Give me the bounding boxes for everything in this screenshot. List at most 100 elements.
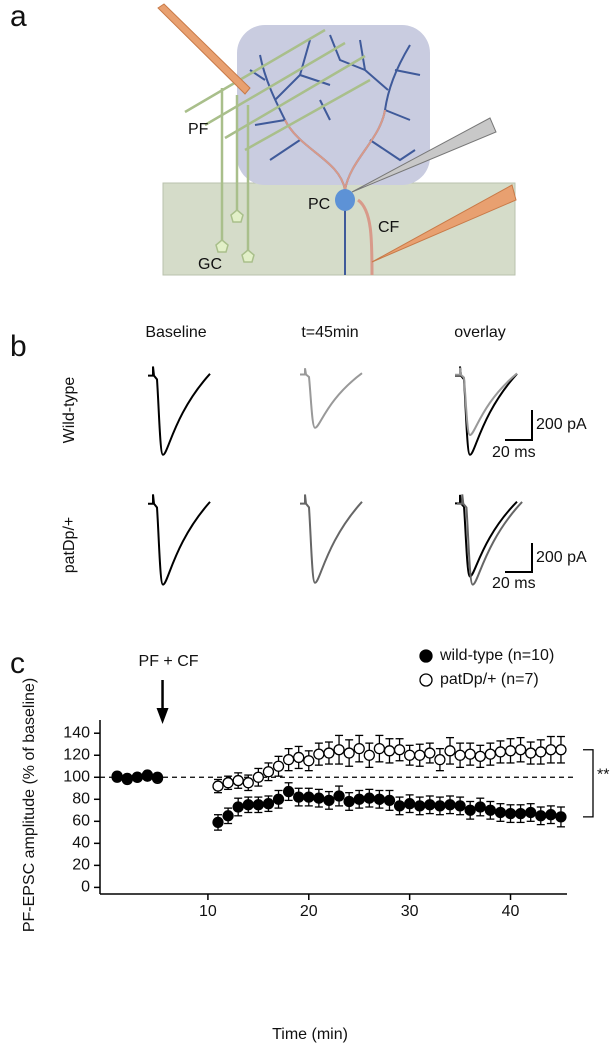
point xyxy=(343,747,355,759)
y-tick-label: 40 xyxy=(72,835,90,852)
point xyxy=(313,748,325,760)
point xyxy=(282,753,295,766)
point xyxy=(494,746,507,758)
trace xyxy=(299,367,363,429)
point xyxy=(212,780,224,792)
legend-label: wild-type (n=10) xyxy=(439,647,554,664)
point xyxy=(303,755,315,767)
trace xyxy=(147,493,211,586)
point xyxy=(293,791,305,803)
shape xyxy=(269,99,416,162)
point xyxy=(303,791,315,803)
parallel-fibers xyxy=(184,28,371,255)
shape xyxy=(230,209,244,223)
row-label: Wild-type xyxy=(61,377,78,444)
point xyxy=(262,766,275,778)
shape xyxy=(204,41,346,127)
point xyxy=(252,771,265,783)
purkinje-soma xyxy=(335,189,355,211)
y-tick-label: 80 xyxy=(72,791,90,808)
shape xyxy=(244,78,371,152)
annotation: PF + CF xyxy=(139,653,199,670)
point xyxy=(373,742,386,755)
legend-marker xyxy=(419,673,433,687)
y-tick-label: 0 xyxy=(81,879,90,896)
point xyxy=(545,809,557,821)
point xyxy=(272,760,285,772)
point xyxy=(121,772,133,785)
y-tick-label: 60 xyxy=(72,813,90,830)
scale-bar xyxy=(505,543,533,573)
trace xyxy=(147,365,211,456)
point xyxy=(111,770,123,782)
point xyxy=(222,777,234,789)
scale-label: 20 ms xyxy=(492,444,536,461)
y-tick-label: 100 xyxy=(63,768,90,785)
recording-pipette xyxy=(351,117,497,193)
point xyxy=(323,794,335,807)
point xyxy=(535,810,547,822)
y-tick-label: 140 xyxy=(63,724,90,741)
point xyxy=(474,801,486,813)
shape xyxy=(184,28,326,114)
point xyxy=(444,745,456,757)
scale-label: 200 pA xyxy=(536,549,587,566)
point xyxy=(545,744,557,756)
y-tick-label: 20 xyxy=(72,857,90,874)
scale-bar xyxy=(505,410,533,441)
point xyxy=(454,749,466,761)
trace xyxy=(299,493,363,584)
x-tick-label: 10 xyxy=(199,903,217,920)
point xyxy=(424,747,436,759)
point xyxy=(262,798,275,810)
diagram-label: PC xyxy=(308,196,330,213)
point xyxy=(484,804,496,816)
significance-label: ** xyxy=(597,767,609,784)
shape xyxy=(215,239,229,253)
point xyxy=(383,794,396,807)
point xyxy=(232,801,244,813)
point xyxy=(323,747,335,759)
granule-cells xyxy=(215,209,255,263)
point xyxy=(464,748,476,760)
climbing-fiber xyxy=(357,198,374,276)
point xyxy=(504,745,517,757)
row-label: patDp/+ xyxy=(61,517,78,573)
point xyxy=(484,748,496,760)
point xyxy=(383,745,396,757)
point xyxy=(313,792,325,804)
legend-marker xyxy=(419,649,433,663)
legend-label: patDp/+ (n=7) xyxy=(440,671,539,688)
point xyxy=(525,747,537,759)
shape xyxy=(329,34,421,121)
shape xyxy=(249,39,331,126)
significance-bracket xyxy=(583,749,594,818)
column-header: t=45min xyxy=(301,324,358,341)
stimulus-pipette xyxy=(157,3,251,95)
point xyxy=(151,771,164,783)
point xyxy=(373,793,386,805)
point xyxy=(434,800,446,812)
point xyxy=(555,811,567,823)
x-tick-label: 40 xyxy=(502,903,520,920)
x-tick-label: 30 xyxy=(401,903,419,920)
panel-label: c xyxy=(10,647,25,680)
point xyxy=(252,799,265,811)
point xyxy=(363,792,375,804)
point xyxy=(404,749,416,761)
point xyxy=(131,771,143,783)
point xyxy=(404,798,416,810)
point xyxy=(393,744,406,756)
point xyxy=(525,806,537,819)
point xyxy=(424,799,436,811)
point xyxy=(535,746,547,758)
point xyxy=(333,790,345,802)
column-header: Baseline xyxy=(145,324,206,341)
point xyxy=(363,749,375,761)
point xyxy=(282,785,295,798)
diagram-label: PF xyxy=(188,121,209,138)
climbing-fiber-branches xyxy=(284,109,386,191)
point xyxy=(272,793,285,805)
